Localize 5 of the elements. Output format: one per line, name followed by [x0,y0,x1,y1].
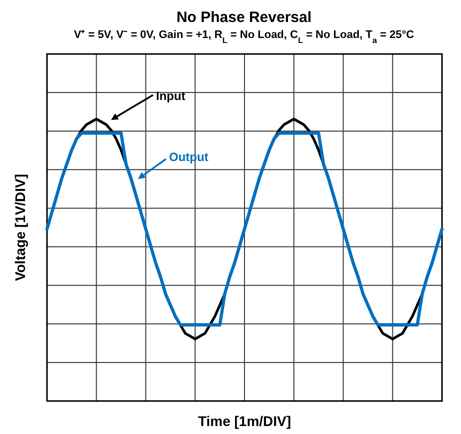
chart-subtitle: V⁺ = 5V, V⁻ = 0V, Gain = +1, R$_{L}$ = No Load, C$_{L}$ = No Load, T$_{a}$ = 25°C [74,29,414,44]
y-axis-title: Voltage [1V/DIV] [12,174,28,282]
chart-title: No Phase Reversal [176,9,312,26]
x-axis-title: Time [1m/DIV] [198,413,292,429]
text: Input [156,89,186,103]
